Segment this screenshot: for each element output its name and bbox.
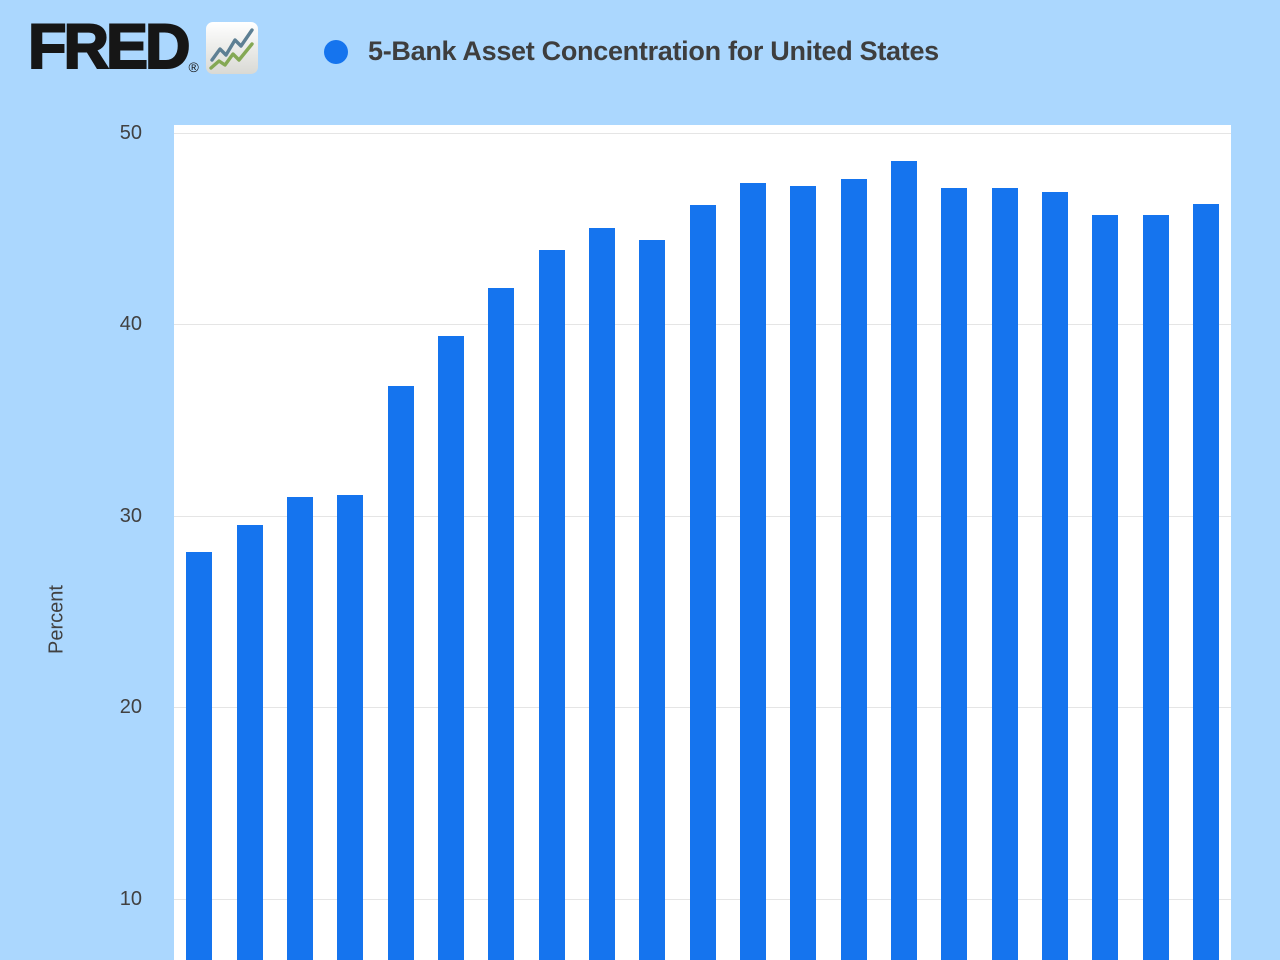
bar-2001[interactable] xyxy=(437,335,464,960)
bar-2000[interactable] xyxy=(387,385,414,960)
gridline-50 xyxy=(174,132,1231,134)
bar-1996[interactable] xyxy=(186,552,213,960)
bar-2012[interactable] xyxy=(991,188,1018,960)
fred-logo-text: FRED xyxy=(27,12,191,82)
chart-title: 5-Bank Asset Concentration for United St… xyxy=(368,36,939,66)
chart-header: 5-Bank Asset Concentration for United St… xyxy=(324,36,939,67)
bar-2010[interactable] xyxy=(890,161,917,960)
y-tick-label-30: 30 xyxy=(119,504,142,527)
y-tick-label-20: 20 xyxy=(119,696,142,719)
bar-2014[interactable] xyxy=(1092,215,1119,960)
bar-2011[interactable] xyxy=(941,188,968,960)
bar-2002[interactable] xyxy=(488,287,515,960)
y-axis-label: Percent xyxy=(45,585,68,654)
bar-2013[interactable] xyxy=(1041,192,1068,960)
fred-sparkline-icon xyxy=(205,21,258,74)
bar-1997[interactable] xyxy=(236,525,263,960)
bar-2016[interactable] xyxy=(1192,203,1219,960)
y-tick-label-50: 50 xyxy=(119,121,142,144)
registered-trademark-symbol: ® xyxy=(188,59,199,75)
fred-logo[interactable]: FRED ® xyxy=(27,12,259,82)
bar-2008[interactable] xyxy=(790,186,817,960)
bar-1998[interactable] xyxy=(286,496,313,960)
bar-2004[interactable] xyxy=(588,228,615,960)
y-tick-label-40: 40 xyxy=(119,313,142,336)
plot-area xyxy=(174,125,1231,960)
y-tick-label-10: 10 xyxy=(119,887,142,910)
bar-2007[interactable] xyxy=(739,182,766,960)
bar-2009[interactable] xyxy=(840,178,867,960)
bar-1999[interactable] xyxy=(337,494,364,960)
bar-2003[interactable] xyxy=(538,249,565,960)
bar-2015[interactable] xyxy=(1142,215,1169,960)
legend-dot xyxy=(324,39,348,64)
bar-2005[interactable] xyxy=(639,239,666,960)
bar-2006[interactable] xyxy=(689,205,716,960)
